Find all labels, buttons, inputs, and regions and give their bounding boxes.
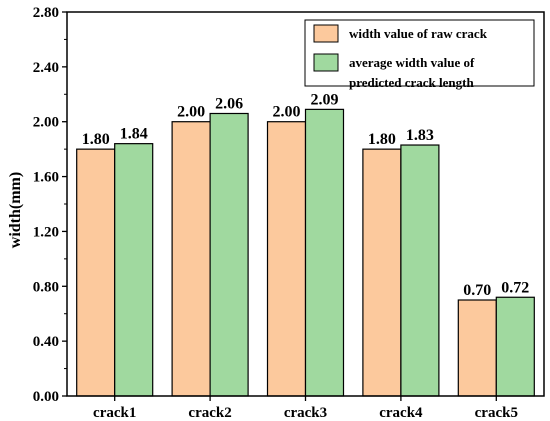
legend-label-predicted: average width value of predicted crack le…	[349, 55, 475, 90]
y-tick-label-2.00: 2.00	[33, 115, 59, 131]
bars-layer: 1.80 1.84 2.00 2.06 2.00 2.09 1.80 1.83 0.70 0.72	[76, 91, 535, 397]
legend-box	[304, 19, 535, 87]
data-label-predicted-crack1: 1.84	[120, 126, 148, 143]
bar-predicted-crack3	[304, 108, 345, 397]
y-tick-label-1.60: 1.60	[33, 170, 59, 186]
bar-predicted-crack4	[400, 144, 440, 397]
y-axis-title: width(mm)	[7, 172, 24, 248]
data-label-raw-crack4: 1.80	[368, 131, 396, 148]
bar-predicted-crack5	[495, 296, 535, 397]
legend-swatch-raw	[313, 24, 339, 43]
bar-raw-crack1	[76, 148, 116, 397]
bar-raw-crack2	[171, 121, 211, 397]
y-tick-label-2.40: 2.40	[33, 60, 59, 76]
data-label-predicted-crack3: 2.09	[311, 91, 339, 108]
y-tick-label-1.20: 1.20	[33, 224, 59, 240]
bar-raw-crack4	[362, 148, 402, 397]
legend-label-raw: width value of raw crack	[349, 26, 488, 41]
legend-swatch-predicted	[313, 53, 339, 72]
bar-predicted-crack1	[114, 143, 154, 397]
x-tick-label-crack5: crack5	[475, 405, 518, 421]
bar-predicted-crack2	[209, 112, 249, 397]
x-tick-label-crack1: crack1	[93, 405, 136, 421]
bar-raw-crack3	[266, 121, 307, 397]
data-label-raw-crack5: 0.70	[463, 282, 491, 299]
y-tick-label-0.80: 0.80	[33, 279, 59, 295]
data-label-raw-crack1: 1.80	[82, 131, 110, 148]
x-tick-label-crack4: crack4	[379, 405, 423, 421]
bar-raw-crack5	[457, 299, 497, 397]
plot-frame	[66, 11, 545, 397]
data-label-predicted-crack5: 0.72	[501, 279, 529, 296]
y-tick-label-0.40: 0.40	[33, 334, 59, 350]
x-tick-label-crack2: crack2	[188, 405, 231, 421]
data-label-raw-crack2: 2.00	[177, 104, 205, 121]
x-tick-label-crack3: crack3	[284, 405, 327, 421]
y-tick-label-0.00: 0.00	[33, 389, 59, 405]
data-label-raw-crack3: 2.00	[273, 104, 301, 121]
data-label-predicted-crack4: 1.83	[406, 127, 434, 144]
legend: width value of raw crack average width va…	[304, 19, 535, 90]
y-tick-label-2.80: 2.80	[33, 5, 59, 21]
axes: crack1 crack2 crack3 crack4 crack5 0.00 0.40 0.…	[33, 5, 545, 421]
data-label-predicted-crack2: 2.06	[215, 95, 243, 112]
